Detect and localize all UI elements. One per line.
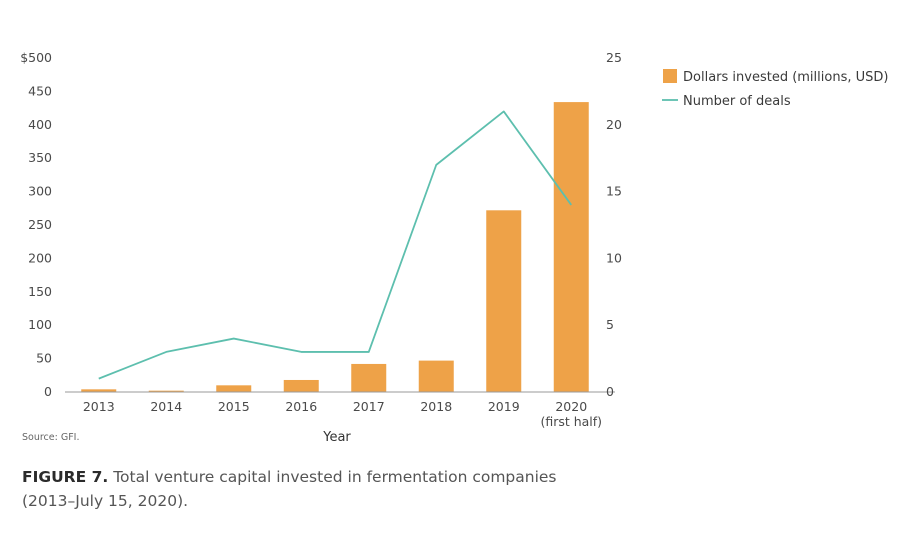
line-group [98, 110, 572, 380]
bar-2020 [553, 102, 589, 392]
y-left-tick-label: 50 [36, 351, 52, 366]
x-tick-label: 2018 [420, 399, 452, 414]
y-right-tick-label: 25 [606, 50, 622, 65]
legend: Dollars invested (millions, USD) Number o… [662, 69, 888, 109]
line-number-of-deals [98, 110, 572, 380]
bar-2013 [81, 389, 117, 392]
y-left-tick-label: 300 [28, 184, 52, 199]
legend-label-deals: Number of deals [683, 94, 791, 109]
x-tick-label: 2020 [555, 399, 587, 414]
y-left-tick-label: 250 [28, 217, 52, 232]
y-left-tick-label: 350 [28, 150, 52, 165]
x-tick-label: 2013 [83, 399, 115, 414]
y-right-tick-label: 15 [606, 184, 622, 199]
axes-group: $500450400350300250200150100500252015105… [20, 50, 622, 445]
x-tick-label: 2014 [150, 399, 182, 414]
legend-label-dollars: Dollars invested (millions, USD) [683, 70, 888, 85]
x-tick-label: 2015 [218, 399, 250, 414]
y-left-tick-label: $500 [20, 50, 52, 65]
source-note: Source: GFI. [22, 432, 80, 443]
x-axis-title: Year [322, 430, 351, 445]
y-left-tick-label: 200 [28, 250, 52, 265]
y-left-tick-label: 100 [28, 317, 52, 332]
caption-label: FIGURE 7. [22, 468, 109, 486]
bar-2017 [351, 363, 387, 392]
x-tick-sublabel: (first half) [540, 414, 602, 429]
bar-2015 [216, 385, 252, 392]
x-tick-label: 2016 [285, 399, 317, 414]
figure-caption: FIGURE 7. Total venture capital invested… [22, 465, 582, 513]
y-left-tick-label: 400 [28, 117, 52, 132]
x-tick-label: 2019 [488, 399, 520, 414]
bars-group [81, 102, 589, 392]
x-tick-label: 2017 [353, 399, 385, 414]
y-left-tick-label: 0 [44, 384, 52, 399]
bar-2019 [486, 210, 522, 392]
legend-swatch-dollars [663, 69, 677, 83]
caption-text: Total venture capital invested in fermen… [22, 468, 557, 510]
bar-2016 [283, 379, 319, 392]
y-right-tick-label: 0 [606, 384, 614, 399]
y-right-tick-label: 10 [606, 250, 622, 265]
bar-2014 [148, 390, 184, 392]
bar-2018 [418, 360, 454, 392]
y-right-tick-label: 20 [606, 117, 622, 132]
y-right-tick-label: 5 [606, 317, 614, 332]
y-left-tick-label: 150 [28, 284, 52, 299]
y-left-tick-label: 450 [28, 83, 52, 98]
